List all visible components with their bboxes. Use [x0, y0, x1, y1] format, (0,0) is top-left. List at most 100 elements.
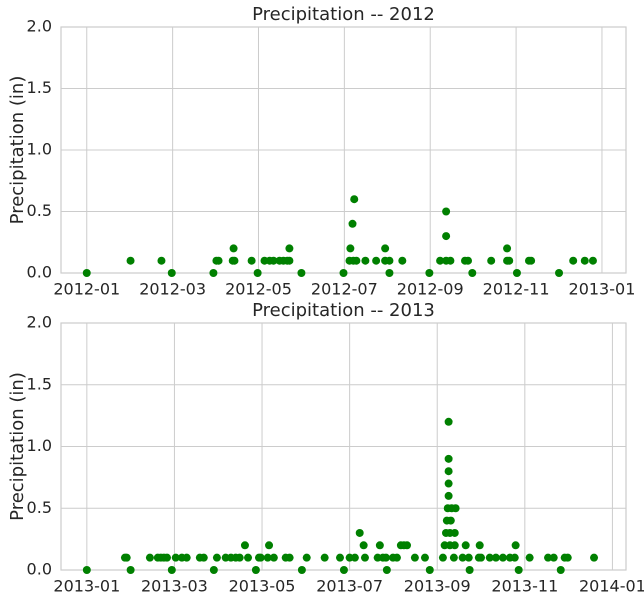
data-point — [269, 553, 278, 562]
data-point — [167, 566, 176, 574]
x-tick-label: 2012-07 — [311, 280, 378, 299]
data-point — [555, 269, 564, 277]
data-point — [392, 553, 401, 562]
data-point — [265, 541, 274, 550]
y-tick-label: 1.0 — [27, 140, 52, 159]
data-point — [444, 417, 453, 426]
data-point — [209, 566, 218, 574]
data-point — [162, 553, 171, 562]
data-point — [167, 269, 176, 277]
data-point — [485, 553, 494, 562]
data-point — [444, 479, 453, 488]
data-point — [477, 553, 486, 562]
x-tick-label: 2013-01 — [569, 280, 636, 299]
x-tick-label: 2013-01 — [53, 577, 120, 596]
y-tick-label: 2.0 — [27, 313, 52, 332]
data-point — [346, 244, 355, 253]
x-tick-label: 2012-11 — [483, 280, 550, 299]
data-point — [527, 256, 536, 265]
data-point — [230, 256, 239, 265]
data-point — [425, 566, 434, 574]
data-point — [450, 528, 459, 537]
data-point — [425, 269, 434, 277]
x-tick-label: 2013-11 — [491, 577, 558, 596]
data-point — [446, 516, 455, 525]
x-tick-label: 2013-07 — [316, 577, 383, 596]
data-point — [444, 467, 453, 476]
data-point — [544, 553, 553, 562]
data-point — [549, 553, 558, 562]
data-point — [171, 553, 180, 562]
data-point — [352, 256, 361, 265]
x-tick-label: 2012-09 — [397, 280, 464, 299]
data-point — [157, 256, 166, 265]
data-point — [82, 566, 91, 574]
data-point — [503, 244, 512, 253]
chart-title: Precipitation -- 2013 — [252, 300, 435, 321]
data-point — [450, 541, 459, 550]
data-point — [465, 566, 474, 574]
data-point — [375, 541, 384, 550]
data-point — [285, 553, 294, 562]
data-point — [360, 553, 369, 562]
data-point — [398, 256, 407, 265]
data-point — [505, 256, 514, 265]
chart-title: Precipitation -- 2012 — [252, 4, 435, 25]
data-point — [498, 553, 507, 562]
data-point — [444, 491, 453, 500]
data-point — [355, 528, 364, 537]
data-point — [461, 541, 470, 550]
x-tick-label: 2012-05 — [225, 280, 292, 299]
data-point — [240, 541, 249, 550]
data-point — [269, 256, 278, 265]
data-point — [244, 553, 253, 562]
data-point — [359, 541, 368, 550]
x-tick-label: 2012-01 — [53, 280, 120, 299]
data-point — [451, 504, 460, 513]
data-point — [361, 256, 370, 265]
data-point — [350, 195, 359, 204]
data-point — [382, 566, 391, 574]
data-point — [449, 553, 458, 562]
data-point — [253, 269, 262, 277]
data-point — [446, 256, 455, 265]
data-point — [442, 207, 451, 216]
data-point — [122, 553, 131, 562]
data-point — [556, 566, 565, 574]
data-point — [487, 256, 496, 265]
data-point — [588, 256, 597, 265]
data-point — [381, 244, 390, 253]
data-point — [514, 566, 523, 574]
y-tick-label: 0.0 — [27, 263, 52, 282]
data-point — [475, 541, 484, 550]
y-tick-label: 1.5 — [27, 374, 52, 393]
data-point — [339, 269, 348, 277]
data-point — [302, 553, 311, 562]
data-point — [339, 566, 348, 574]
data-point — [458, 553, 467, 562]
data-point — [285, 244, 294, 253]
data-point — [381, 553, 390, 562]
data-point — [468, 269, 477, 277]
data-point — [348, 219, 357, 228]
data-point — [511, 541, 520, 550]
data-point — [214, 256, 223, 265]
data-point — [464, 553, 473, 562]
data-point — [385, 256, 394, 265]
data-point — [182, 553, 191, 562]
data-point — [438, 553, 447, 562]
data-point — [444, 454, 453, 463]
data-point — [251, 566, 260, 574]
data-point — [212, 553, 221, 562]
data-point — [590, 553, 599, 562]
data-point — [512, 269, 521, 277]
x-tick-label: 2013-09 — [404, 577, 471, 596]
y-axis-label: Precipitation (in) — [7, 372, 28, 521]
data-point — [372, 256, 381, 265]
x-tick-label: 2012-03 — [139, 280, 206, 299]
data-point — [320, 553, 329, 562]
y-axis-label: Precipitation (in) — [7, 76, 28, 225]
data-point — [335, 553, 344, 562]
data-point — [247, 256, 256, 265]
